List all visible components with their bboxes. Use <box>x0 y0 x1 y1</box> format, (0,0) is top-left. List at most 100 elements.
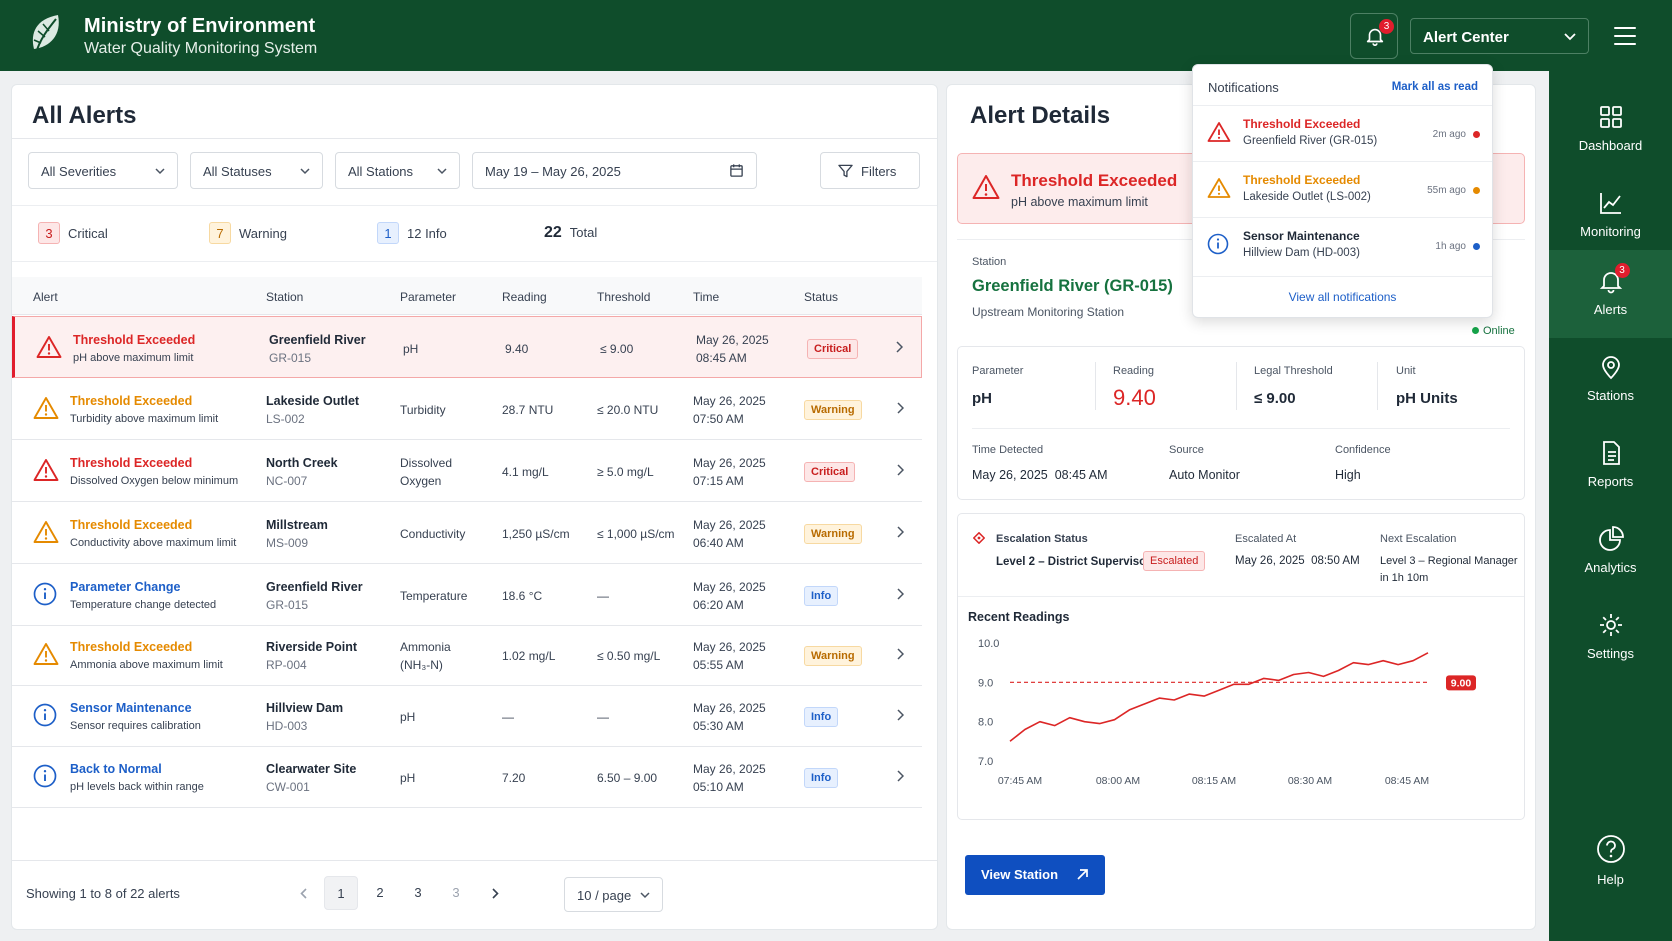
table-row[interactable]: Sensor Maintenance Sensor requires calibr… <box>12 685 922 747</box>
table-row[interactable]: Threshold Exceeded Dissolved Oxygen below… <box>12 440 922 502</box>
unread-dot <box>1473 187 1480 194</box>
warning-triangle-icon <box>33 643 59 665</box>
recent-readings-chart: 10.0 9.0 8.0 7.0 07:45 AM 08:00 AM 08:15 AM 08:… <box>978 638 1476 787</box>
reading: 28.7 NTU <box>502 403 554 417</box>
nav-reports[interactable]: Reports <box>1549 422 1672 508</box>
view-station-button[interactable]: View Station <box>965 855 1105 895</box>
notification-item[interactable]: Sensor Maintenance Hillview Dam (HD-003)… <box>1193 217 1492 273</box>
date-range-picker[interactable]: May 19 – May 26, 2025 <box>472 152 757 189</box>
summary-total: 22 Total <box>544 224 597 242</box>
calendar-icon <box>730 164 743 177</box>
next-page-button[interactable] <box>478 876 512 910</box>
critical-severity-icon <box>33 458 59 482</box>
reading-series-line <box>1009 652 1429 742</box>
nav-stations[interactable]: Stations <box>1549 336 1672 422</box>
table-row[interactable]: Threshold Exceeded pH above maximum limit… <box>12 316 922 378</box>
nav-dashboard[interactable]: Dashboard <box>1549 86 1672 172</box>
escalation-diamond-icon <box>973 532 985 544</box>
warning-severity-icon <box>33 396 59 420</box>
notification-count-badge: 3 <box>1379 19 1394 34</box>
total-label: Total <box>569 225 598 240</box>
unread-dot <box>1473 243 1480 250</box>
legal-threshold-label: Legal Threshold <box>1254 365 1333 377</box>
prev-page-button[interactable] <box>286 876 320 910</box>
document-icon <box>1602 441 1620 465</box>
station-name: Lakeside Outlet <box>266 394 360 408</box>
threshold: ≤ 0.50 mg/L <box>597 649 661 663</box>
external-arrow-icon <box>1077 869 1088 880</box>
hamburger-menu-button[interactable] <box>1614 27 1636 45</box>
source-label: Source <box>1169 444 1204 456</box>
reading: — <box>502 710 514 724</box>
page-3-button[interactable]: 3 <box>414 885 422 900</box>
table-row[interactable]: Threshold Exceeded Ammonia above maximum … <box>12 624 922 686</box>
critical-count: 3 <box>38 222 60 244</box>
info-label: 12 Info <box>407 226 447 241</box>
nav-alerts[interactable]: 3 Alerts <box>1549 250 1672 338</box>
parameter: pH <box>400 771 416 785</box>
notification-item[interactable]: Threshold Exceeded Greenfield River (GR-… <box>1193 105 1492 161</box>
warning-label: Warning <box>239 226 287 241</box>
severity-filter[interactable]: All Severities <box>28 152 178 189</box>
help-icon <box>1596 835 1625 863</box>
alert-title: Threshold Exceeded <box>70 640 193 654</box>
mark-all-read-link[interactable]: Mark all as read <box>1391 81 1478 93</box>
warning-severity-icon <box>33 642 59 666</box>
warning-triangle-icon <box>1207 122 1231 142</box>
alerts-title: All Alerts <box>32 102 137 129</box>
pie-chart-icon <box>1598 526 1624 551</box>
details-title: Alert Details <box>970 102 1111 129</box>
notification-station: Lakeside Outlet (LS-002) <box>1243 191 1371 203</box>
station-name-link[interactable]: Greenfield River (GR-015) <box>972 277 1173 295</box>
reading-label: Reading <box>1113 365 1154 377</box>
nav-settings[interactable]: Settings <box>1549 594 1672 680</box>
page-size-select[interactable]: 10 / page <box>564 877 663 912</box>
page-2-button[interactable]: 2 <box>376 885 384 900</box>
nav-analytics[interactable]: Analytics <box>1549 508 1672 594</box>
table-row[interactable]: Threshold Exceeded Conductivity above max… <box>12 502 922 564</box>
nav-help[interactable]: Help <box>1549 816 1672 902</box>
time-detected-label: Time Detected <box>972 444 1044 456</box>
reading: 7.20 <box>502 771 526 785</box>
role-select[interactable]: Alert Center <box>1410 18 1589 54</box>
threshold-label: 9.00 <box>1451 677 1472 689</box>
next-escalation-label: Next Escalation <box>1380 533 1457 545</box>
alert-description: pH levels back within range <box>70 781 204 793</box>
page-3-disabled-button[interactable]: 3 <box>452 885 460 900</box>
threshold: — <box>597 589 609 603</box>
top-bar: Ministry of Environment Water Quality Mo… <box>0 0 1672 71</box>
notifications-button[interactable]: 3 <box>1350 13 1398 59</box>
notification-time: 1h ago <box>1435 241 1466 252</box>
parameter-detail: Oxygen <box>400 474 442 488</box>
notification-item[interactable]: Threshold Exceeded Lakeside Outlet (LS-0… <box>1193 161 1492 217</box>
page-size-value: 10 / page <box>577 888 632 903</box>
notifications-dropdown: Notifications Mark all as read Threshold… <box>1192 64 1493 318</box>
page-1-button[interactable]: 1 <box>324 876 358 910</box>
station-code: RP-004 <box>266 658 307 672</box>
chevron-down-icon <box>437 168 447 175</box>
table-row[interactable]: Back to Normal pH levels back within rang… <box>12 746 922 808</box>
col-reading: Reading <box>502 290 547 304</box>
status-badge: Info <box>804 768 839 788</box>
chevron-right-icon <box>897 648 904 660</box>
escalation-level: Level 2 – District Supervisor <box>996 556 1151 568</box>
table-row[interactable]: Threshold Exceeded Turbidity above maximu… <box>12 378 922 440</box>
stations-filter[interactable]: All Stations <box>335 152 460 189</box>
station-name: Riverside Point <box>266 640 357 654</box>
threshold: ≥ 5.0 mg/L <box>597 465 654 479</box>
reading: 1.02 mg/L <box>502 649 556 663</box>
status-filter[interactable]: All Statuses <box>190 152 323 189</box>
info-circle-icon <box>1207 233 1229 255</box>
escalation-status-label: Escalation Status <box>996 533 1088 545</box>
filters-button[interactable]: Filters <box>820 152 920 189</box>
bell-icon <box>1366 28 1384 46</box>
parameter: Temperature <box>400 589 468 603</box>
y-tick-label: 8.0 <box>978 717 993 729</box>
chevron-right-icon <box>897 770 904 782</box>
table-row[interactable]: Parameter Change Temperature change detec… <box>12 564 922 626</box>
view-all-notifications-link[interactable]: View all notifications <box>1288 290 1397 304</box>
total-count: 22 <box>544 224 562 241</box>
critical-warning-icon <box>36 336 62 358</box>
nav-monitoring[interactable]: Monitoring <box>1549 172 1672 258</box>
parameter-value: pH <box>972 390 992 407</box>
